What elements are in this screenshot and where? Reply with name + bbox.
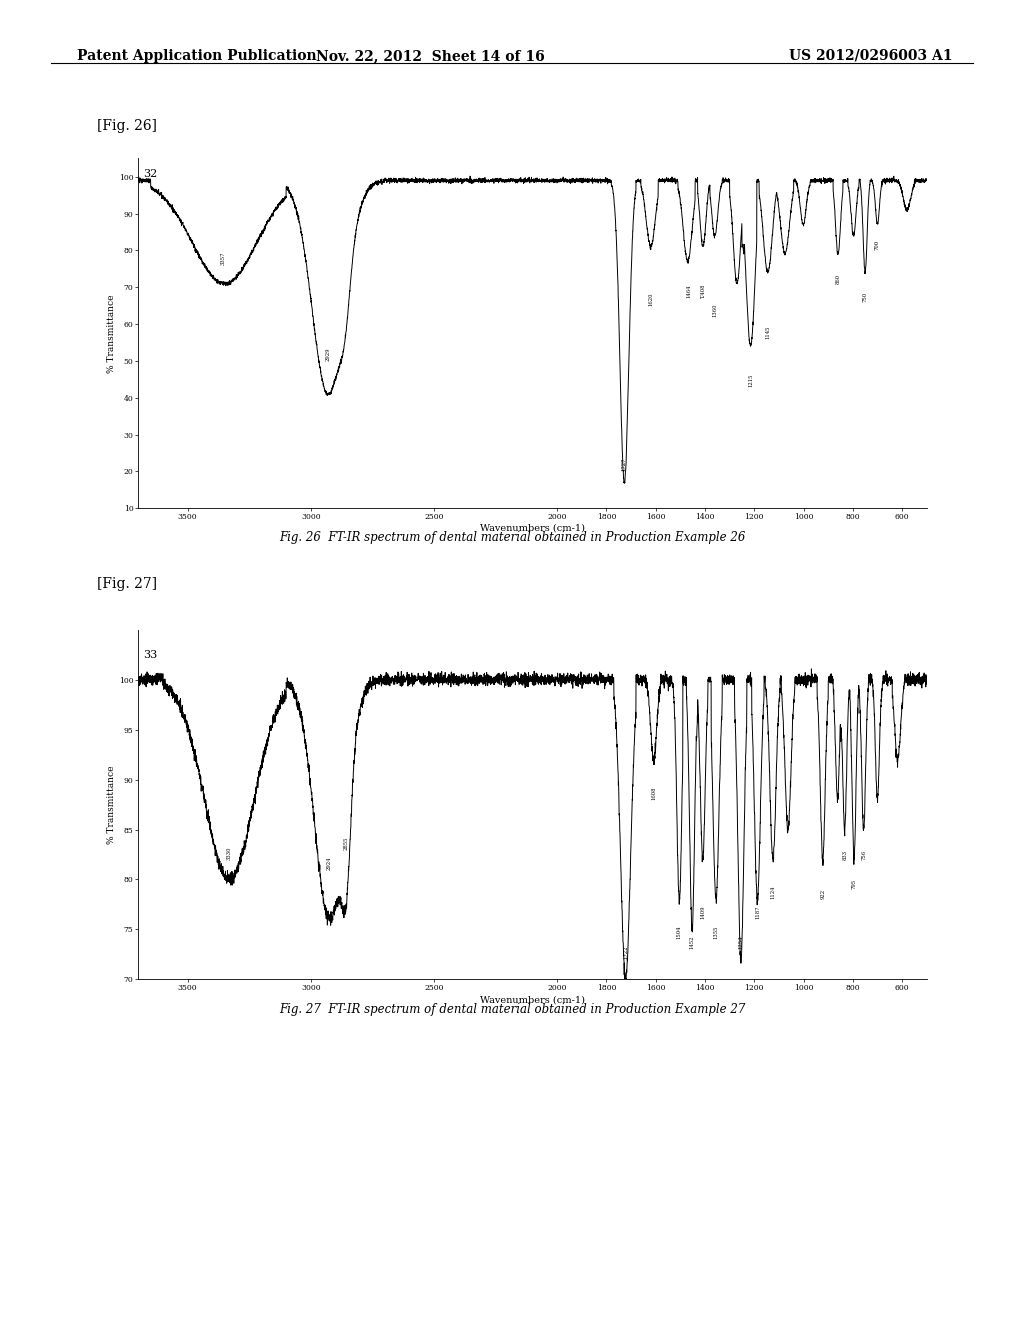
Text: T.408: T.408 (700, 284, 706, 298)
Text: 833: 833 (842, 849, 847, 859)
Text: 1608: 1608 (651, 785, 656, 800)
Text: 1722: 1722 (624, 946, 628, 960)
Text: 2855: 2855 (344, 836, 349, 850)
Text: 33: 33 (143, 649, 158, 660)
Text: 922: 922 (820, 890, 825, 899)
Text: 1464: 1464 (687, 285, 691, 298)
Text: Fig. 27  FT-IR spectrum of dental material obtained in Production Example 27: Fig. 27 FT-IR spectrum of dental materia… (279, 1003, 745, 1016)
Text: 1727: 1727 (622, 458, 627, 471)
Text: 1620: 1620 (648, 292, 653, 306)
Text: 1215: 1215 (749, 374, 753, 387)
Text: 3357: 3357 (220, 252, 225, 265)
Text: 1360: 1360 (713, 304, 718, 317)
Text: 756: 756 (861, 849, 866, 859)
Text: 750: 750 (862, 292, 867, 302)
Text: [Fig. 27]: [Fig. 27] (97, 577, 158, 591)
Text: 3330: 3330 (227, 846, 231, 859)
Text: 1187: 1187 (755, 906, 760, 920)
Text: US 2012/0296003 A1: US 2012/0296003 A1 (788, 49, 952, 63)
Text: 1504: 1504 (677, 925, 682, 940)
Text: 2924: 2924 (327, 855, 332, 870)
Text: 1452: 1452 (689, 936, 694, 949)
Text: Nov. 22, 2012  Sheet 14 of 16: Nov. 22, 2012 Sheet 14 of 16 (315, 49, 545, 63)
X-axis label: Wavenumbers (cm-1): Wavenumbers (cm-1) (480, 524, 585, 533)
Text: 1355: 1355 (714, 925, 719, 940)
Y-axis label: % Transmittance: % Transmittance (106, 766, 116, 843)
Text: 1145: 1145 (765, 325, 770, 339)
Text: Fig. 26  FT-IR spectrum of dental material obtained in Production Example 26: Fig. 26 FT-IR spectrum of dental materia… (279, 531, 745, 544)
Text: [Fig. 26]: [Fig. 26] (97, 119, 158, 133)
Text: 860: 860 (836, 273, 841, 284)
Text: 32: 32 (143, 169, 158, 180)
X-axis label: Wavenumbers (cm-1): Wavenumbers (cm-1) (480, 995, 585, 1005)
Text: 795: 795 (852, 879, 856, 890)
Text: Patent Application Publication: Patent Application Publication (77, 49, 316, 63)
Text: 700: 700 (874, 240, 880, 251)
Text: 2929: 2929 (326, 347, 331, 360)
Text: 1124: 1124 (770, 886, 775, 899)
Text: 1254: 1254 (738, 936, 743, 949)
Text: 1409: 1409 (700, 906, 706, 920)
Y-axis label: % Transmittance: % Transmittance (106, 294, 116, 372)
